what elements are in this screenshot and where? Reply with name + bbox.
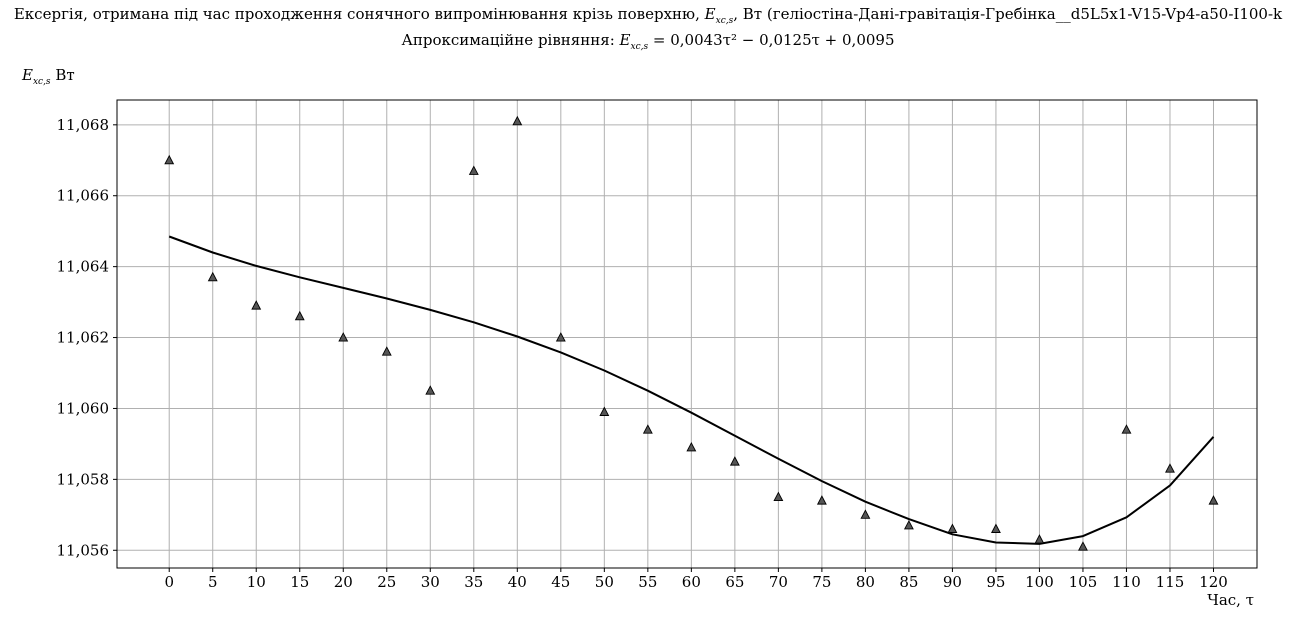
x-tick-label: 10 — [247, 573, 266, 591]
x-tick-label: 75 — [812, 573, 831, 591]
data-point — [512, 115, 523, 126]
y-tick-label: 11,060 — [57, 399, 110, 417]
x-tick-label: 95 — [986, 573, 1005, 591]
data-point — [207, 271, 218, 282]
x-tick-label: 40 — [508, 573, 527, 591]
x-tick-label: 60 — [682, 573, 701, 591]
x-tick-label: 100 — [1025, 573, 1054, 591]
x-axis-label: Час, τ — [1207, 591, 1254, 609]
x-tick-label: 120 — [1199, 573, 1228, 591]
data-point — [1165, 463, 1175, 473]
fit-curve — [168, 235, 1215, 545]
x-tick-label: 65 — [725, 573, 744, 591]
grid-lines — [117, 100, 1257, 568]
x-tick-label: 20 — [334, 573, 353, 591]
data-point — [1034, 534, 1045, 544]
x-tick-label: 55 — [638, 573, 657, 591]
data-point — [1208, 495, 1219, 505]
data-point — [903, 519, 914, 530]
x-tick-label: 25 — [377, 573, 396, 591]
x-tick-label: 105 — [1069, 573, 1098, 591]
x-tick-label: 5 — [208, 573, 218, 591]
fit-line — [168, 235, 1215, 545]
x-tick-label: 45 — [551, 573, 570, 591]
y-tick-label: 11,056 — [57, 541, 110, 559]
y-tick-label: 11,068 — [57, 116, 110, 134]
data-point — [381, 346, 392, 356]
data-point — [294, 310, 305, 321]
x-tick-label: 85 — [899, 573, 918, 591]
x-tick-label: 35 — [464, 573, 483, 591]
x-tick-label: 90 — [943, 573, 962, 591]
y-tick-label: 11,066 — [57, 187, 110, 205]
data-point — [860, 509, 871, 519]
x-tick-label: 15 — [290, 573, 309, 591]
data-point — [1121, 424, 1132, 434]
data-point — [251, 300, 262, 310]
x-tick-label: 70 — [769, 573, 788, 591]
x-tick-label: 80 — [856, 573, 875, 591]
x-tick-label: 0 — [164, 573, 174, 591]
data-point — [642, 424, 653, 434]
data-point — [990, 523, 1001, 533]
y-tick-label: 11,058 — [57, 470, 110, 488]
data-point — [468, 165, 479, 175]
chart-title: Ексергія, отримана під час проходження с… — [13, 5, 1283, 26]
x-tick-label: 115 — [1156, 573, 1185, 591]
data-point — [338, 332, 349, 342]
data-point — [164, 154, 175, 165]
data-point — [425, 385, 436, 395]
x-tick-label: 50 — [595, 573, 614, 591]
data-point — [773, 491, 784, 502]
data-point — [1078, 541, 1088, 551]
y-axis-label: Exc,s Вт — [22, 66, 75, 87]
data-point — [947, 523, 958, 533]
x-tick-label: 110 — [1112, 573, 1141, 591]
data-point — [816, 495, 827, 505]
data-point — [555, 332, 566, 342]
data-point — [599, 406, 610, 416]
plot-frame — [116, 99, 1258, 569]
data-points — [164, 115, 1219, 551]
data-point — [729, 456, 740, 466]
y-tick-label: 11,064 — [57, 258, 110, 276]
axis-ticks: 0 5 10 15 20 25 30 35 40 45 50 55 60 65 70 75 80 85 90 95 10… — [57, 116, 1228, 591]
data-point — [686, 441, 697, 452]
x-tick-label: 30 — [421, 573, 440, 591]
chart-subtitle: Апроксимаційне рівняння: Exc,s = 0,0043τ… — [401, 31, 895, 52]
y-tick-label: 11,062 — [57, 329, 110, 347]
